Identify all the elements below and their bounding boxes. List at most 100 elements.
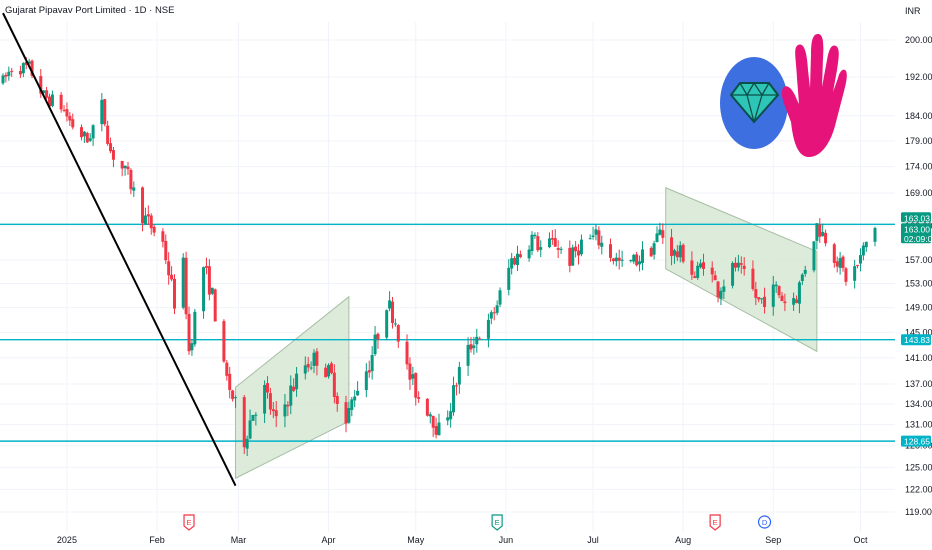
candle-body: [254, 414, 258, 416]
candle-body: [824, 232, 828, 244]
candle-body: [556, 248, 560, 250]
candle-body: [141, 187, 145, 224]
candle-body: [356, 390, 360, 396]
candle-body: [329, 363, 333, 374]
candle-body: [42, 90, 46, 93]
level-price-tag-text: 143.83: [904, 335, 930, 345]
event-marker[interactable]: E: [709, 514, 721, 531]
candle-body: [27, 61, 31, 64]
candle-body: [472, 345, 476, 348]
candle-body: [88, 138, 92, 141]
candle-body: [611, 258, 615, 262]
level-price-tag-bg: [901, 334, 931, 346]
y-tick-label: 125.00: [905, 462, 932, 472]
candle-body: [783, 301, 787, 304]
candle-body: [446, 417, 450, 421]
candle-body: [18, 71, 22, 75]
candle-body: [553, 238, 557, 247]
candle-body: [45, 90, 49, 98]
candle-body: [780, 295, 784, 302]
candle-body: [800, 274, 804, 282]
candle-body: [234, 397, 238, 399]
diamond-icon: [729, 82, 780, 124]
candle-body: [170, 274, 174, 280]
candle-body: [492, 312, 496, 314]
candle-body: [210, 287, 214, 294]
candle-body: [486, 319, 490, 339]
candle-body: [731, 263, 735, 286]
candle-body: [864, 241, 868, 248]
earnings-marker-shape: [183, 514, 195, 531]
candle-body: [65, 109, 69, 117]
hand-icon: [781, 34, 847, 158]
candle-body: [388, 300, 392, 309]
candle-body: [515, 253, 519, 266]
candle-body: [106, 125, 110, 144]
candle-body: [489, 312, 493, 319]
x-tick-label: May: [407, 535, 425, 545]
y-tick-label: 131.00: [905, 420, 932, 430]
candle-body: [202, 267, 206, 312]
event-marker[interactable]: E: [491, 514, 503, 531]
candle-body: [815, 223, 819, 241]
y-tick-label: 141.00: [905, 353, 932, 363]
candle-body: [469, 344, 473, 350]
candle-body: [390, 301, 394, 324]
earnings-marker-shape: [709, 514, 721, 531]
candle-body: [600, 242, 604, 247]
trendline[interactable]: [2, 12, 237, 487]
candle-body: [527, 249, 531, 259]
candle-body: [635, 254, 639, 266]
candle-body: [661, 230, 665, 238]
candle-body: [760, 298, 764, 300]
y-tick-label: 145.00: [905, 327, 932, 337]
chart-title: Gujarat Pipavav Port Limited · 1D · NSE: [5, 5, 174, 16]
candle-body: [353, 396, 357, 401]
candle-body: [111, 150, 115, 160]
candle-body: [437, 422, 441, 436]
price-axis[interactable]: 200.00 192.00 184.00 179.00 174.00 169.00 163.…: [905, 35, 932, 517]
event-marker[interactable]: E: [183, 514, 195, 531]
candle-body: [393, 323, 397, 325]
candle-body: [306, 363, 310, 368]
x-tick-label: Sep: [765, 535, 781, 545]
candle-body: [617, 257, 621, 261]
time-axis[interactable]: 2025 Feb Mar Apr May Jun Jul Aug Sep Oct: [57, 535, 868, 545]
candle-body: [85, 132, 89, 143]
candle-body: [858, 255, 862, 264]
event-letter: E: [495, 518, 500, 527]
candle-body: [530, 234, 534, 251]
candle-body: [614, 257, 618, 262]
candle-body: [722, 286, 726, 292]
candle-body: [457, 367, 461, 385]
candle-body: [873, 227, 877, 242]
candle-body: [774, 284, 778, 287]
candle-body: [312, 352, 316, 366]
candle-body: [59, 94, 63, 110]
y-tick-label: 134.00: [905, 399, 932, 409]
candle-body: [629, 260, 633, 262]
candle-body: [594, 229, 598, 235]
candle-body: [184, 257, 188, 315]
candle-body: [68, 116, 72, 121]
event-marker[interactable]: D: [757, 515, 772, 529]
candle-body: [742, 265, 746, 269]
candle-body: [21, 63, 25, 74]
earnings-marker-shape: [491, 514, 503, 531]
candle-body: [91, 125, 95, 139]
candle-body: [286, 404, 290, 407]
candle-body: [649, 247, 653, 257]
candle-body: [231, 390, 235, 400]
x-tick-label: Mar: [231, 535, 247, 545]
candle-body: [263, 384, 267, 414]
last-price-tag: 163.03: [901, 212, 931, 223]
dividend-marker-shape: [757, 515, 772, 529]
last-price-tag-bg: [901, 212, 931, 223]
candle-body: [739, 263, 743, 265]
level-price-tag-bg: [901, 435, 931, 447]
candle-body: [655, 233, 659, 243]
candle-body: [559, 248, 563, 250]
event-letter: D: [762, 518, 768, 527]
